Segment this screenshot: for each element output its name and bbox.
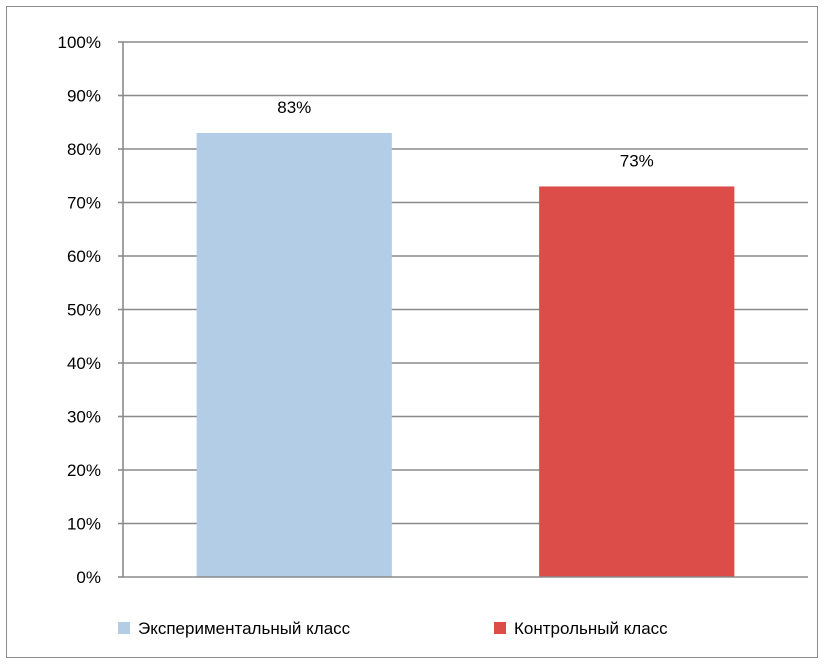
legend-label: Экспериментальный класс — [138, 619, 351, 638]
legend-swatch — [494, 622, 506, 634]
y-axis-ticks: 0% 10% 20% 30% 40% 50% 60% 70% 80% 90% 100% — [58, 33, 123, 587]
y-tick-label: 20% — [67, 461, 101, 480]
bars — [196, 132, 735, 577]
y-tick-label: 100% — [58, 33, 101, 52]
bar — [196, 132, 392, 577]
y-tick-label: 50% — [67, 301, 101, 320]
y-tick-label: 90% — [67, 87, 101, 106]
y-tick-label: 70% — [67, 194, 101, 213]
axes — [122, 42, 808, 578]
y-tick-label: 40% — [67, 354, 101, 373]
y-tick-label: 0% — [76, 568, 101, 587]
data-labels: 83% 73% — [277, 98, 654, 171]
y-tick-label: 80% — [67, 140, 101, 159]
legend-swatch — [118, 622, 130, 634]
data-label: 73% — [620, 151, 654, 170]
y-tick-label: 10% — [67, 515, 101, 534]
data-label: 83% — [277, 98, 311, 117]
legend: Экспериментальный класс Контрольный класс — [118, 619, 668, 638]
legend-label: Контрольный класс — [514, 619, 668, 638]
bar — [539, 186, 735, 577]
y-tick-label: 60% — [67, 247, 101, 266]
y-tick-label: 30% — [67, 408, 101, 427]
